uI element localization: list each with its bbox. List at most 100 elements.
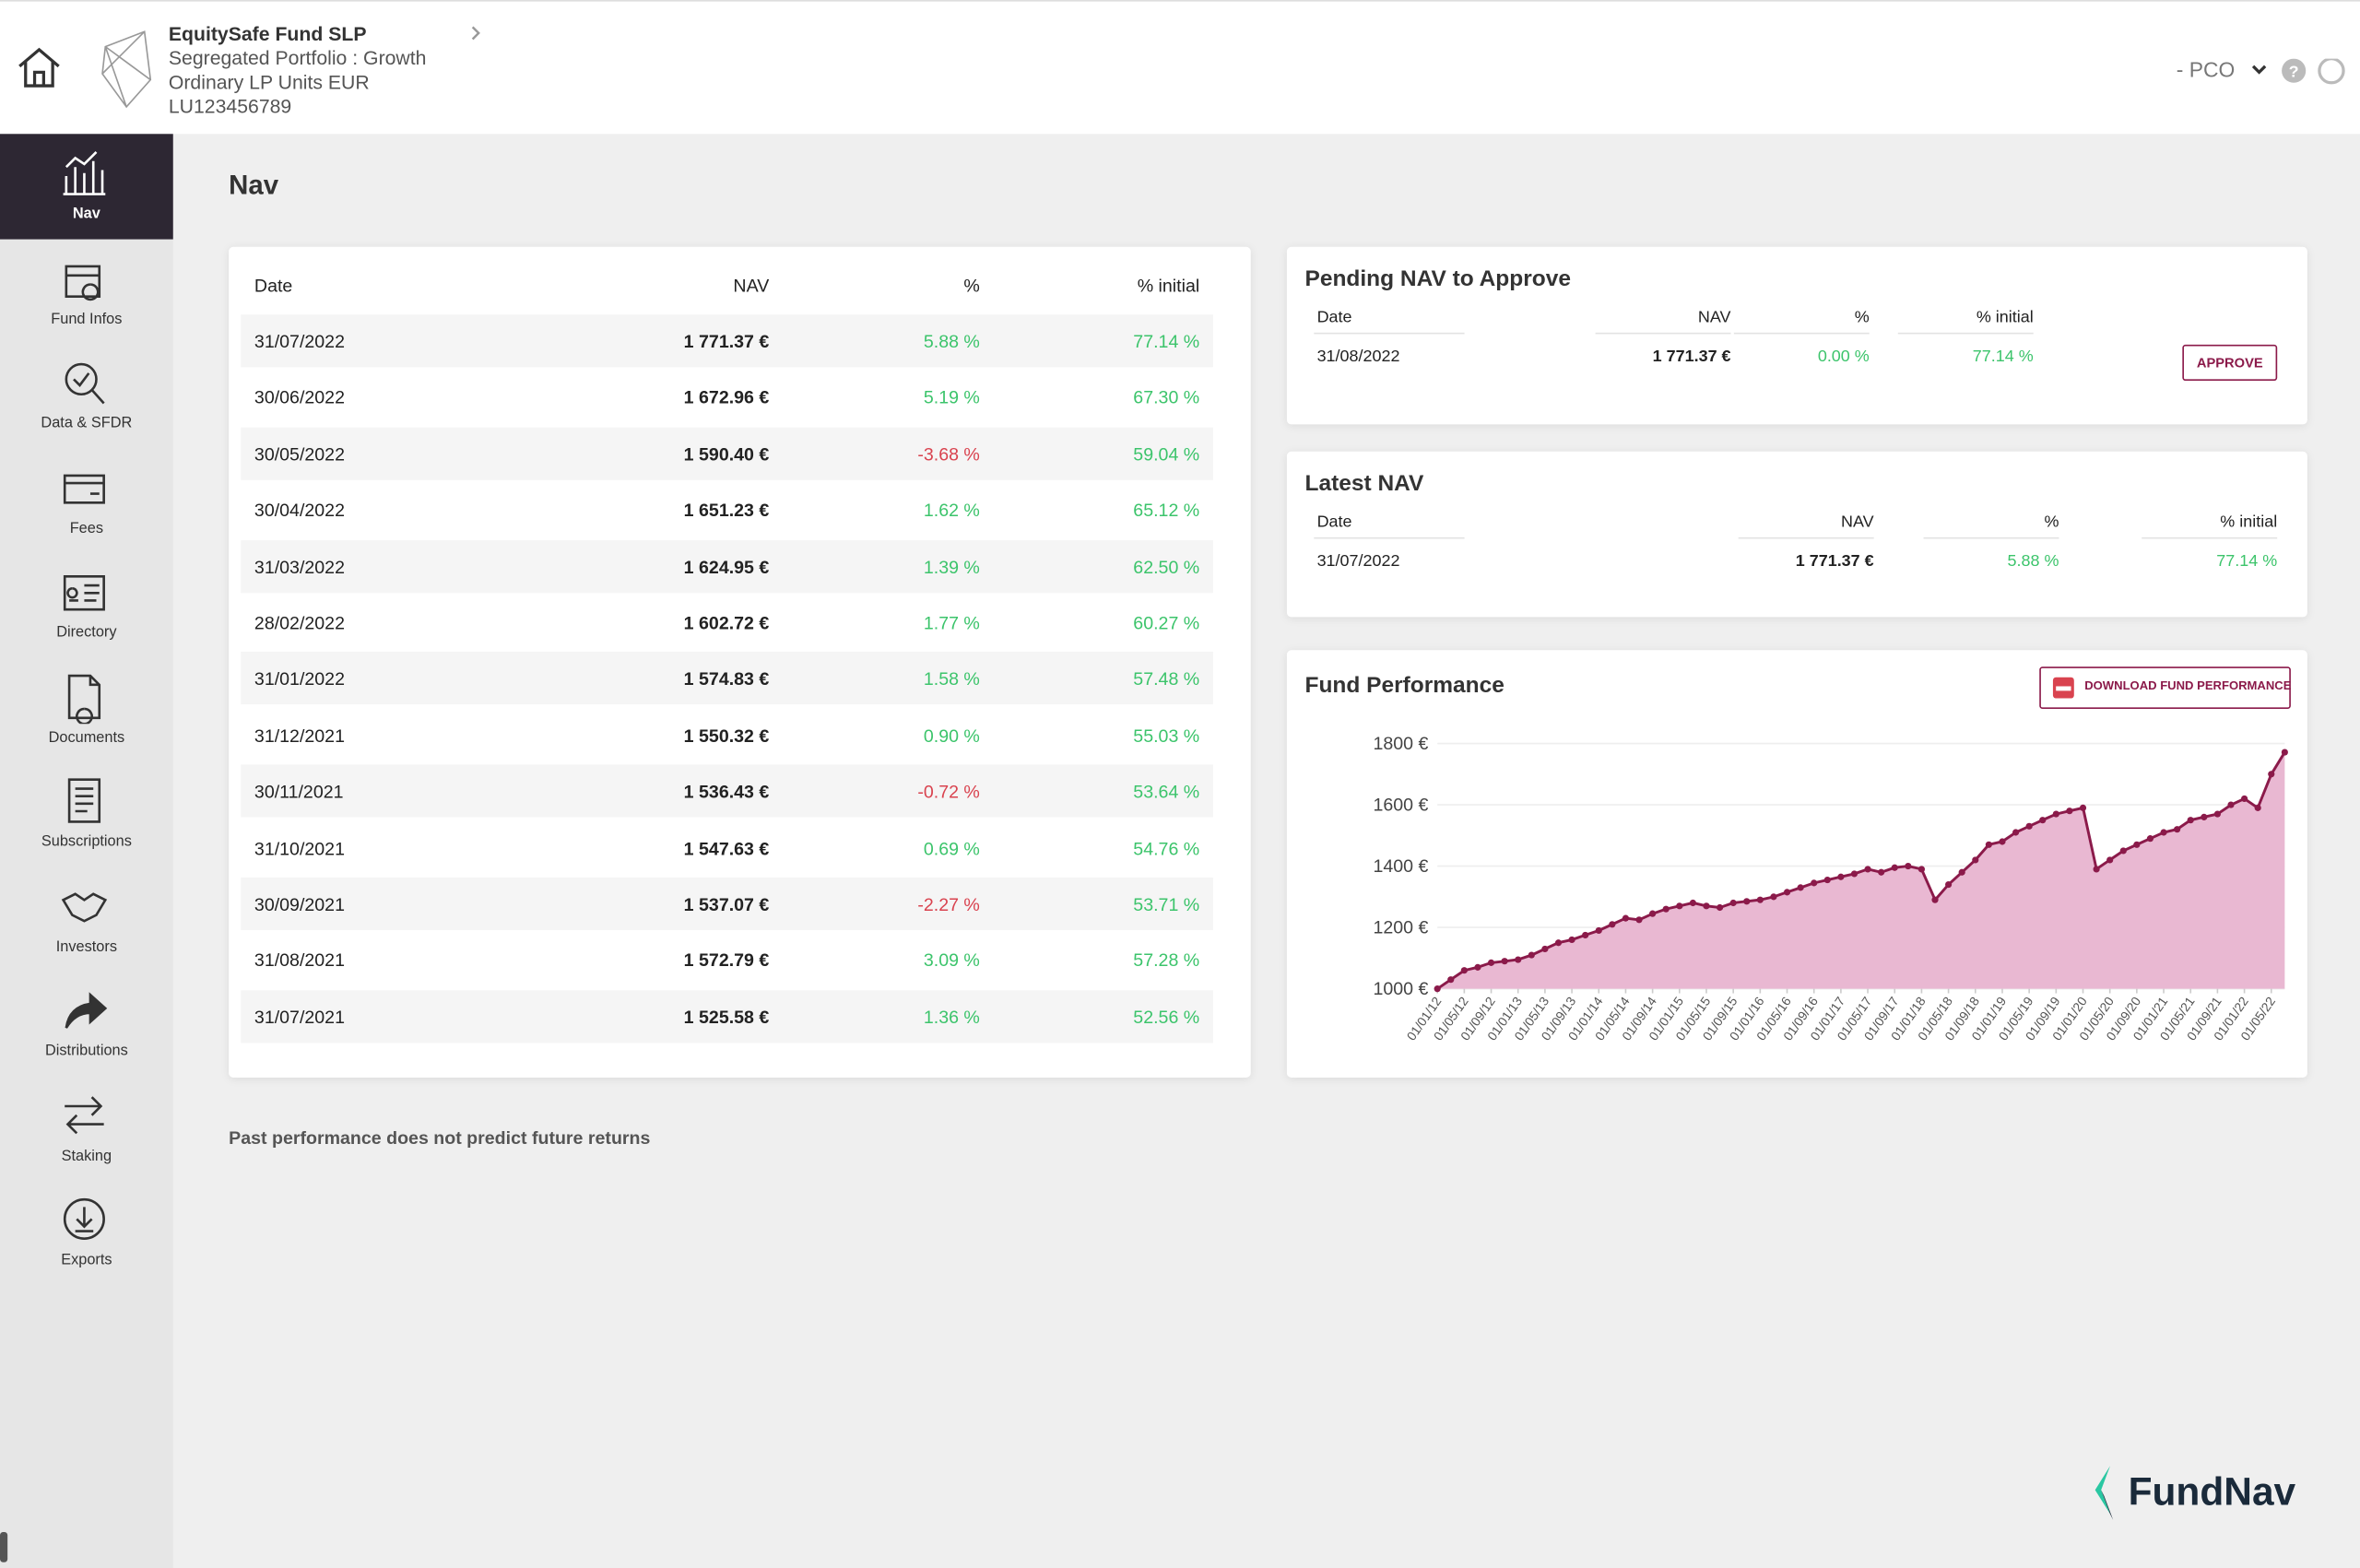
sidebar-item[interactable]: Nav	[0, 134, 173, 240]
sidebar-label: Nav	[72, 206, 100, 223]
chevron[interactable]	[468, 24, 483, 42]
table-cell: 1 525.58 €	[683, 1006, 770, 1028]
data-point	[1756, 896, 1764, 903]
sidebar-icon	[67, 778, 101, 823]
y-tick-label: 1200 €	[1373, 918, 1428, 938]
table-cell: 77.14 %	[2216, 552, 2278, 571]
data-point	[1878, 868, 1885, 876]
table-cell: 1.58 %	[923, 668, 980, 690]
column-header: % initial	[1137, 275, 1200, 297]
icon-path	[65, 1095, 104, 1134]
data-point	[2281, 749, 2288, 756]
header-rule	[1738, 536, 1874, 539]
data-point	[2106, 856, 2114, 864]
icon-path	[67, 673, 101, 724]
card-title: Latest NAV	[1304, 471, 1424, 497]
data-point	[1609, 921, 1616, 928]
data-point	[2254, 804, 2261, 811]
sidebar-item[interactable]: Exports	[0, 1180, 173, 1285]
user-menu[interactable]: - PCO	[2176, 57, 2236, 82]
table-cell: 60.27 %	[1133, 612, 1200, 634]
home-icon[interactable]	[15, 43, 63, 91]
sidebar-label: Staking	[61, 1147, 112, 1164]
page-title: Nav	[229, 170, 279, 201]
sidebar-item[interactable]: Fees	[0, 448, 173, 553]
sidebar-label: Distributions	[44, 1043, 128, 1060]
table-cell: 31/07/2022	[1316, 552, 1400, 571]
data-point	[2025, 822, 2033, 830]
row-stripe	[241, 539, 1213, 593]
sidebar-label: Exports	[61, 1252, 112, 1269]
sidebar-item[interactable]: Fund Infos	[0, 239, 173, 344]
data-point	[1622, 914, 1630, 922]
table-cell: -0.72 %	[917, 781, 980, 803]
table-cell: 67.30 %	[1133, 387, 1200, 409]
data-point	[1635, 916, 1643, 924]
sidebar-label: Directory	[56, 624, 117, 642]
table-cell: 1 651.23 €	[683, 500, 770, 522]
card-title: Fund Performance	[1304, 672, 1504, 699]
sidebar-item[interactable]: Investors	[0, 867, 173, 972]
header: EquitySafe Fund SLP Segregated Portfolio…	[0, 0, 2360, 135]
column-header: %	[1854, 308, 1870, 327]
header-rule	[1733, 332, 1870, 335]
brand-icon	[2094, 1466, 2114, 1520]
latest-nav-card: Latest NAV Date NAV% % initial 31/07/2022 1 …	[1286, 451, 2307, 618]
table-cell: 31/03/2022	[254, 556, 345, 578]
table-cell: -2.27 %	[917, 893, 980, 915]
table-cell: 65.12 %	[1133, 500, 1200, 522]
disclaimer: Past performance does not predict future…	[229, 1126, 651, 1149]
table-cell: 31/12/2021	[254, 725, 345, 747]
scroll-indicator	[0, 1532, 8, 1562]
data-point	[2268, 771, 2275, 778]
table-cell: 1 547.63 €	[683, 837, 770, 859]
sidebar-icon	[63, 473, 105, 503]
data-point	[1770, 893, 1777, 901]
sidebar-icon	[63, 1197, 105, 1240]
table-cell: 30/11/2021	[254, 781, 344, 803]
line	[1436, 751, 2286, 990]
sidebar-item[interactable]: Staking	[0, 1076, 173, 1181]
sidebar-item[interactable]: Directory	[0, 552, 173, 657]
table-cell: 30/09/2021	[254, 893, 345, 915]
data-point	[1554, 939, 1563, 947]
table-cell: 1 624.95 €	[683, 556, 770, 578]
column-header: Date	[1316, 308, 1352, 327]
icon-path	[61, 891, 108, 922]
sidebar-label: Documents	[48, 729, 125, 746]
table-cell: 57.28 %	[1133, 949, 1200, 972]
sidebar-icon	[65, 362, 105, 405]
sidebar-item[interactable]: Documents	[0, 657, 173, 762]
fund-logo	[101, 30, 152, 109]
approve-button[interactable]: APPROVE	[2182, 344, 2278, 382]
download-button[interactable]: DOWNLOAD FUND PERFORMANCE	[2039, 666, 2291, 709]
sidebar-item[interactable]: Distributions	[0, 971, 173, 1076]
data-point	[1582, 931, 1589, 939]
table-cell: 77.14 %	[1972, 348, 2034, 366]
data-point	[1568, 936, 1575, 944]
data-point	[1783, 889, 1791, 896]
sidebar-item[interactable]: Subscriptions	[0, 761, 173, 867]
data-point	[2213, 810, 2222, 818]
table-cell: 1 536.43 €	[683, 781, 770, 803]
data-point	[1487, 959, 1495, 966]
data-point	[1541, 945, 1549, 952]
y-tick-label: 1800 €	[1373, 734, 1428, 754]
pdf-icon	[2052, 677, 2074, 699]
data-point	[2039, 817, 2047, 824]
row-stripe	[241, 427, 1213, 480]
sidebar-item[interactable]: Data & SFDR	[0, 343, 173, 448]
brand: FundNav	[2128, 1468, 2296, 1515]
table-cell: 57.48 %	[1133, 668, 1200, 690]
table-cell: -3.68 %	[917, 443, 980, 466]
column-header: % initial	[1976, 308, 2034, 327]
table-cell: 31/10/2021	[254, 837, 345, 859]
table-cell: 0.69 %	[923, 837, 980, 859]
header-rule	[2142, 536, 2278, 539]
header-icons[interactable]: ?	[2250, 58, 2355, 86]
table-cell: 55.03 %	[1133, 725, 1200, 747]
data-point	[1528, 951, 1535, 959]
data-point	[2241, 795, 2248, 802]
column-header: % initial	[2220, 513, 2278, 532]
table-cell: 1 672.96 €	[683, 387, 770, 409]
